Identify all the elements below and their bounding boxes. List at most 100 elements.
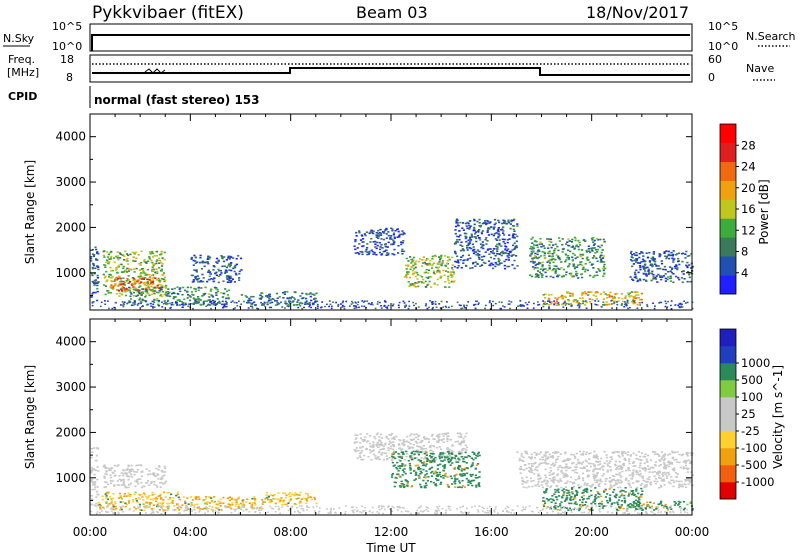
data-point — [385, 227, 388, 230]
data-point — [581, 291, 584, 294]
data-point — [224, 303, 227, 305]
data-point — [574, 468, 578, 471]
data-point — [567, 258, 570, 261]
data-point — [494, 222, 497, 225]
data-point — [672, 485, 675, 488]
data-point — [531, 469, 534, 471]
data-point — [632, 460, 635, 463]
data-point — [158, 466, 161, 468]
data-point — [412, 301, 414, 304]
data-point — [455, 261, 458, 263]
data-point — [584, 268, 587, 271]
data-point — [225, 276, 228, 278]
data-point — [603, 261, 606, 263]
data-point — [537, 276, 540, 279]
data-point — [421, 259, 424, 261]
data-point — [543, 257, 546, 260]
data-point — [548, 240, 551, 243]
data-point — [111, 307, 114, 310]
data-point — [608, 497, 611, 499]
data-point — [602, 269, 605, 272]
data-point — [195, 271, 198, 273]
data-point — [554, 272, 557, 275]
data-point — [595, 474, 598, 477]
data-point — [495, 263, 498, 265]
data-point — [401, 463, 404, 466]
data-point — [531, 471, 534, 474]
data-point — [362, 440, 365, 443]
data-point — [225, 297, 228, 300]
data-point — [266, 303, 269, 306]
data-point — [451, 269, 454, 271]
data-point — [635, 291, 638, 293]
data-point — [632, 452, 635, 455]
data-point — [166, 291, 169, 293]
data-point — [133, 506, 136, 509]
data-point — [585, 301, 588, 304]
data-point — [156, 284, 159, 287]
data-point — [205, 501, 208, 503]
data-point — [424, 263, 427, 265]
data-point — [550, 464, 553, 466]
data-point — [160, 498, 163, 500]
data-point — [477, 483, 480, 486]
data-point — [580, 453, 583, 456]
data-point — [617, 465, 620, 468]
data-point — [599, 261, 602, 263]
data-point — [251, 504, 254, 506]
data-point — [288, 305, 290, 308]
data-point — [205, 503, 208, 505]
data-point — [118, 492, 122, 495]
data-point — [618, 472, 621, 474]
data-point — [398, 301, 401, 304]
data-point — [548, 264, 551, 267]
data-point — [140, 509, 143, 511]
data-point — [112, 505, 115, 508]
data-point — [582, 300, 585, 303]
data-point — [561, 496, 564, 499]
data-point — [417, 459, 420, 461]
data-point — [497, 227, 500, 229]
data-point — [152, 307, 154, 309]
data-point — [213, 496, 216, 498]
data-point — [516, 451, 519, 453]
data-point — [470, 233, 473, 236]
data-point — [126, 475, 129, 478]
data-point — [553, 303, 556, 306]
data-point — [313, 298, 316, 300]
data-point — [599, 479, 602, 482]
data-point — [246, 301, 248, 304]
data-point — [413, 453, 416, 456]
data-point — [309, 295, 312, 298]
data-point — [591, 298, 594, 301]
data-point — [355, 231, 358, 234]
data-point — [168, 502, 171, 505]
data-point — [186, 497, 189, 499]
data-point — [389, 236, 392, 239]
data-point — [138, 262, 141, 265]
beam-label: Beam 03 — [356, 3, 428, 22]
data-point — [163, 482, 167, 484]
data-point — [147, 286, 150, 289]
data-point — [568, 458, 572, 461]
data-point — [436, 471, 439, 474]
data-point — [158, 279, 161, 282]
data-point — [438, 435, 441, 438]
data-point — [198, 301, 200, 304]
data-point — [261, 295, 264, 298]
data-point — [145, 468, 148, 470]
data-point — [450, 457, 453, 460]
data-point — [567, 509, 570, 511]
data-point — [592, 267, 595, 269]
data-point — [683, 278, 686, 280]
data-point — [134, 260, 137, 262]
data-point — [481, 230, 485, 232]
data-point — [288, 500, 291, 502]
data-point — [469, 480, 472, 483]
data-point — [314, 300, 317, 302]
data-point — [416, 273, 419, 276]
data-point — [441, 460, 444, 462]
data-point — [139, 282, 142, 284]
data-point — [237, 504, 240, 506]
